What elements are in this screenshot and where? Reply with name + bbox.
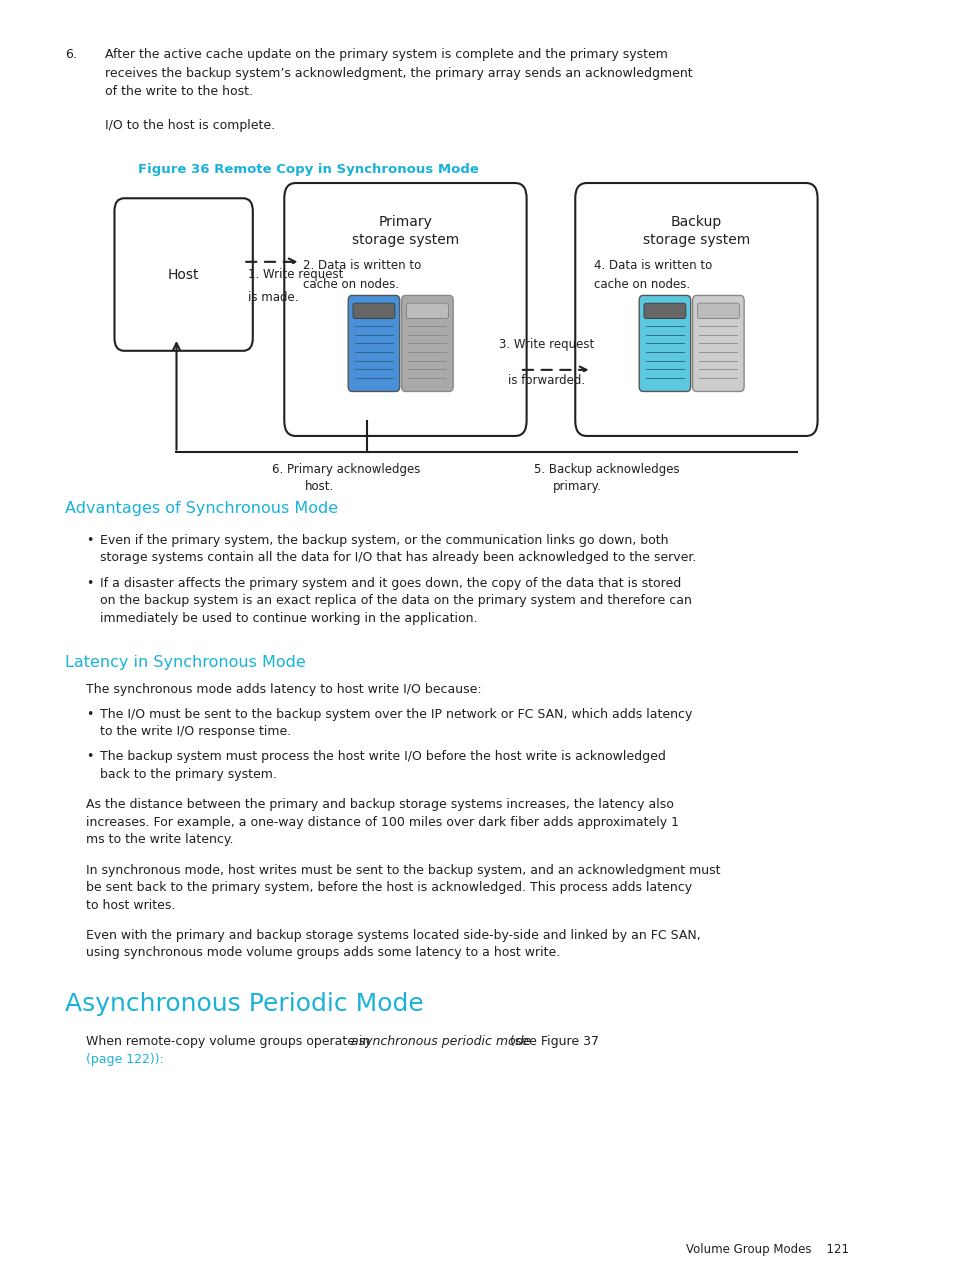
Text: increases. For example, a one-way distance of 100 miles over dark fiber adds app: increases. For example, a one-way distan… xyxy=(86,816,679,829)
Text: Latency in Synchronous Mode: Latency in Synchronous Mode xyxy=(65,655,305,670)
Text: receives the backup system’s acknowledgment, the primary array sends an acknowle: receives the backup system’s acknowledgm… xyxy=(105,66,692,80)
FancyBboxPatch shape xyxy=(348,295,399,391)
Text: 5. Backup acknowledges: 5. Backup acknowledges xyxy=(534,463,679,475)
Text: •: • xyxy=(86,577,93,590)
Text: 1. Write request: 1. Write request xyxy=(248,268,343,281)
Text: 6.: 6. xyxy=(65,48,76,61)
Text: The I/O must be sent to the backup system over the IP network or FC SAN, which a: The I/O must be sent to the backup syste… xyxy=(100,708,692,721)
Text: The backup system must process the host write I/O before the host write is ackno: The backup system must process the host … xyxy=(100,750,665,764)
FancyBboxPatch shape xyxy=(114,198,253,351)
Text: storage system: storage system xyxy=(642,233,749,247)
Text: using synchronous mode volume groups adds some latency to a host write.: using synchronous mode volume groups add… xyxy=(86,947,559,960)
Text: If a disaster affects the primary system and it goes down, the copy of the data : If a disaster affects the primary system… xyxy=(100,577,680,590)
Text: •: • xyxy=(86,534,93,547)
Text: Even with the primary and backup storage systems located side-by-side and linked: Even with the primary and backup storage… xyxy=(86,929,700,942)
Text: Backup: Backup xyxy=(670,215,721,229)
Text: I/O to the host is complete.: I/O to the host is complete. xyxy=(105,119,274,132)
Text: (page 122)):: (page 122)): xyxy=(86,1052,164,1065)
FancyBboxPatch shape xyxy=(697,304,739,319)
FancyBboxPatch shape xyxy=(401,295,453,391)
Text: •: • xyxy=(86,708,93,721)
Text: immediately be used to continue working in the application.: immediately be used to continue working … xyxy=(100,611,477,624)
Text: of the write to the host.: of the write to the host. xyxy=(105,85,253,98)
Text: storage system: storage system xyxy=(352,233,458,247)
Text: (see Figure 37: (see Figure 37 xyxy=(505,1035,598,1049)
Text: 4. Data is written to: 4. Data is written to xyxy=(594,259,712,272)
FancyBboxPatch shape xyxy=(575,183,817,436)
Text: is made.: is made. xyxy=(248,291,298,304)
Text: In synchronous mode, host writes must be sent to the backup system, and an ackno: In synchronous mode, host writes must be… xyxy=(86,863,720,877)
Text: After the active cache update on the primary system is complete and the primary : After the active cache update on the pri… xyxy=(105,48,667,61)
Text: storage systems contain all the data for I/O that has already been acknowledged : storage systems contain all the data for… xyxy=(100,552,696,564)
Text: 6. Primary acknowledges: 6. Primary acknowledges xyxy=(272,463,420,475)
FancyBboxPatch shape xyxy=(643,304,685,319)
Text: As the distance between the primary and backup storage systems increases, the la: As the distance between the primary and … xyxy=(86,798,673,811)
Text: Host: Host xyxy=(168,267,199,282)
Text: When remote-copy volume groups operate in: When remote-copy volume groups operate i… xyxy=(86,1035,374,1049)
Text: host.: host. xyxy=(305,480,335,493)
FancyBboxPatch shape xyxy=(406,304,448,319)
FancyBboxPatch shape xyxy=(639,295,690,391)
FancyBboxPatch shape xyxy=(692,295,743,391)
Text: Volume Group Modes    121: Volume Group Modes 121 xyxy=(685,1243,848,1256)
Text: ms to the write latency.: ms to the write latency. xyxy=(86,834,233,846)
Text: Figure 36 Remote Copy in Synchronous Mode: Figure 36 Remote Copy in Synchronous Mod… xyxy=(138,163,478,175)
Text: primary.: primary. xyxy=(553,480,601,493)
Text: to host writes.: to host writes. xyxy=(86,899,175,911)
Text: The synchronous mode adds latency to host write I/O because:: The synchronous mode adds latency to hos… xyxy=(86,683,481,695)
Text: 2. Data is written to: 2. Data is written to xyxy=(303,259,421,272)
Text: Primary: Primary xyxy=(378,215,432,229)
Text: is forwarded.: is forwarded. xyxy=(507,374,584,386)
Text: cache on nodes.: cache on nodes. xyxy=(594,278,690,291)
FancyBboxPatch shape xyxy=(284,183,526,436)
Text: •: • xyxy=(86,750,93,764)
Text: cache on nodes.: cache on nodes. xyxy=(303,278,399,291)
Text: to the write I/O response time.: to the write I/O response time. xyxy=(100,726,291,738)
Text: Advantages of Synchronous Mode: Advantages of Synchronous Mode xyxy=(65,501,337,516)
Text: Even if the primary system, the backup system, or the communication links go dow: Even if the primary system, the backup s… xyxy=(100,534,668,547)
Text: Asynchronous Periodic Mode: Asynchronous Periodic Mode xyxy=(65,991,423,1016)
Text: on the backup system is an exact replica of the data on the primary system and t: on the backup system is an exact replica… xyxy=(100,594,691,608)
Text: be sent back to the primary system, before the host is acknowledged. This proces: be sent back to the primary system, befo… xyxy=(86,881,691,894)
Text: 3. Write request: 3. Write request xyxy=(498,338,593,351)
Text: back to the primary system.: back to the primary system. xyxy=(100,768,276,780)
FancyBboxPatch shape xyxy=(353,304,395,319)
Text: asynchronous periodic mode: asynchronous periodic mode xyxy=(351,1035,531,1049)
